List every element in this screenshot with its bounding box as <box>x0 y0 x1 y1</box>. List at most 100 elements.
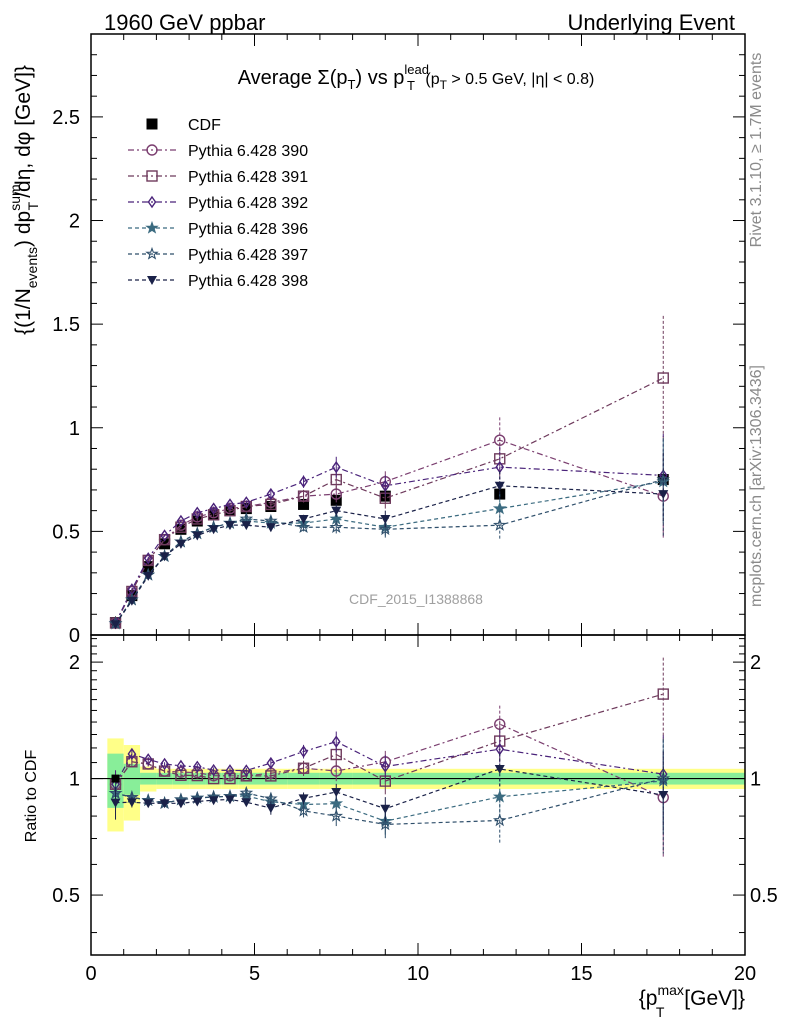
marker-star-open <box>296 803 311 817</box>
marker-star-open <box>492 518 507 531</box>
marker-triangle-down-filled <box>494 764 505 774</box>
marker-triangle-down-filled <box>298 514 309 524</box>
series-ratio-line <box>114 740 664 785</box>
y-tick-label: 1.5 <box>52 314 80 336</box>
marker-triangle-down-filled <box>380 804 391 814</box>
marker-diamond-open <box>380 479 390 493</box>
marker-square-filled <box>142 561 154 573</box>
marker-diamond-open <box>266 756 276 770</box>
legend-label: Pythia 6.428 396 <box>188 221 308 238</box>
marker-square-filled <box>111 774 120 783</box>
marker-diamond-open <box>299 745 308 758</box>
marker-star-open <box>296 520 311 534</box>
marker-triangle-down-filled <box>175 539 186 549</box>
marker-diamond-open <box>160 757 169 771</box>
marker-triangle-down-filled <box>658 490 669 500</box>
header-left: 1960 GeV ppbar <box>104 10 265 35</box>
y-tick-label: 2 <box>69 211 80 233</box>
legend-item: Pythia 6.428 392 <box>128 195 308 212</box>
marker-star-filled <box>329 796 344 810</box>
marker-triangle-down-filled <box>241 521 252 531</box>
y-tick-label: 2.5 <box>52 107 80 129</box>
marker-star-open <box>492 813 507 827</box>
marker-triangle-down-filled <box>265 523 276 533</box>
marker-square-open <box>297 490 310 502</box>
legend-item: CDF <box>146 117 221 134</box>
y-tick-label: 0 <box>69 625 80 647</box>
marker-triangle-down-filled <box>494 481 505 491</box>
ratio-y-tick-label: 1 <box>69 769 80 791</box>
ratio-y-tick-label: 2 <box>69 652 80 674</box>
side-label-bottom: mcplots.cern.ch [arXiv:1306.3436] <box>748 365 765 607</box>
ratio-y-tick-label-right: 1 <box>750 769 761 791</box>
marker-triangle-down-filled <box>331 506 342 516</box>
marker-diamond-open <box>266 487 276 501</box>
marker-star-open <box>656 771 671 785</box>
marker-triangle-down-filled <box>208 796 219 806</box>
legend-label: Pythia 6.428 391 <box>188 169 308 186</box>
header-right: Underlying Event <box>567 10 735 35</box>
series-Pythia-6428-398 <box>110 452 669 854</box>
series-Pythia-6428-390 <box>109 417 669 858</box>
marker-triangle-down-filled <box>110 620 121 630</box>
marker-diamond-open <box>241 764 251 777</box>
x-tick-label: 5 <box>249 963 260 985</box>
ratio-frame <box>90 634 746 956</box>
marker-star-open <box>145 246 159 260</box>
marker-triangle-down-filled <box>110 798 121 808</box>
axis-ticks: 0 5 10 15 20 0 0.5 1 1.5 2 2.5 0.5 0.5 1 1 2 2 <box>52 34 778 985</box>
series-Pythia-6428-391 <box>109 315 669 800</box>
marker-triangle-down-filled <box>159 552 170 562</box>
marker-square-filled <box>175 523 187 535</box>
x-axis-label: {pmax T [GeV]} <box>639 982 745 1020</box>
marker-circle-open <box>146 144 158 156</box>
marker-triangle-down-filled <box>298 794 309 804</box>
marker-star-filled <box>492 789 507 803</box>
marker-star-open <box>329 520 344 534</box>
marker-square-open <box>657 688 669 700</box>
x-tick-label: 15 <box>570 963 592 985</box>
ratio-y-tick-label: 0.5 <box>52 885 80 907</box>
x-tick-label: 0 <box>85 963 96 985</box>
marker-triangle-down-filled <box>192 531 203 541</box>
marker-square-open <box>207 772 220 785</box>
marker-diamond-open <box>225 498 235 511</box>
marker-square-open <box>146 170 158 182</box>
legend-item: Pythia 6.428 397 <box>128 246 308 264</box>
marker-triangle-down-filled <box>126 798 137 808</box>
marker-diamond-open <box>209 763 218 777</box>
marker-triangle-down-filled <box>380 514 391 524</box>
marker-square-open <box>191 769 203 782</box>
marker-square-filled <box>159 538 171 550</box>
series-ratio-line <box>115 778 664 826</box>
cdf-uncertainty-bands <box>107 738 745 832</box>
marker-triangle-down-filled <box>241 798 252 808</box>
legend-item: Pythia 6.428 398 <box>128 273 308 290</box>
marker-diamond-open <box>143 552 153 565</box>
y-tick-label: 0.5 <box>52 521 80 543</box>
marker-star-open <box>378 817 393 831</box>
watermark: CDF_2015_I1388868 <box>349 591 483 607</box>
marker-triangle-down-filled <box>265 804 276 814</box>
marker-diamond-open <box>143 753 153 766</box>
legend-item: Pythia 6.428 390 <box>128 143 308 160</box>
ratio-y-tick-label-right: 2 <box>750 652 761 674</box>
chart-title: Average Σ(pT) vs plead T (pT > 0.5 GeV, |… <box>238 62 595 93</box>
marker-square-open <box>175 521 187 533</box>
marker-square-filled <box>298 498 310 510</box>
marker-triangle-down-filled <box>224 795 235 805</box>
marker-diamond-open <box>192 506 202 519</box>
marker-diamond-open <box>192 760 202 774</box>
marker-square-open <box>265 770 277 782</box>
data-series <box>108 315 671 858</box>
marker-diamond-open <box>331 735 341 748</box>
legend-item: Pythia 6.428 391 <box>128 169 308 186</box>
marker-triangle-down-filled <box>175 799 186 809</box>
marker-triangle-down-filled <box>143 571 154 581</box>
marker-triangle-down-filled <box>331 788 342 798</box>
y-tick-label: 1 <box>69 418 80 440</box>
marker-diamond-open <box>147 195 157 209</box>
marker-diamond-open <box>176 514 186 528</box>
marker-diamond-open <box>331 460 341 474</box>
